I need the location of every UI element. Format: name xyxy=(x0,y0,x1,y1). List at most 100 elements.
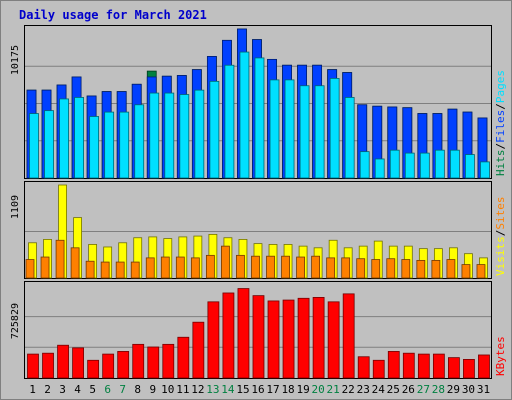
x-tick-label-day-31: 31 xyxy=(477,383,490,396)
x-tick-label-day-10: 10 xyxy=(161,383,174,396)
bar-pages-day-27 xyxy=(419,152,430,179)
bar-pages-day-15 xyxy=(239,51,250,179)
bar-sites-day-17 xyxy=(266,255,275,279)
bar-sites-day-4 xyxy=(70,247,80,279)
bar-pages-day-17 xyxy=(269,79,280,179)
bar-kbytes-day-25 xyxy=(387,351,400,379)
bar-pages-day-13 xyxy=(209,80,220,179)
bar-kbytes-day-18 xyxy=(282,299,295,379)
bar-kbytes-day-24 xyxy=(372,359,385,379)
bar-pages-day-23 xyxy=(359,151,370,179)
bar-kbytes-day-8 xyxy=(132,343,145,379)
x-tick-label-day-20: 20 xyxy=(312,383,325,396)
bar-kbytes-day-14 xyxy=(222,292,235,379)
x-tick-label-day-21: 21 xyxy=(327,383,340,396)
bar-sites-day-15 xyxy=(236,254,245,279)
bar-sites-day-22 xyxy=(341,257,351,279)
bar-pages-day-16 xyxy=(254,57,265,179)
bar-pages-day-11 xyxy=(179,94,190,179)
x-tick-label-day-11: 11 xyxy=(176,383,189,396)
legend-item-hits: Hits xyxy=(494,150,507,177)
legend-item-pages: Pages xyxy=(494,70,507,103)
bar-pages-day-6 xyxy=(104,111,115,179)
x-tick-label-day-22: 22 xyxy=(342,383,355,396)
bar-sites-day-8 xyxy=(130,261,140,279)
bar-kbytes-day-19 xyxy=(297,297,310,379)
x-tick-label-day-7: 7 xyxy=(119,383,126,396)
bar-kbytes-day-28 xyxy=(432,353,445,379)
y-axis-max-label: 1109 xyxy=(10,195,21,219)
bar-sites-day-30 xyxy=(461,264,471,279)
legend-separator: / xyxy=(494,103,507,110)
bar-sites-day-23 xyxy=(356,258,366,279)
bar-pages-day-3 xyxy=(59,98,69,179)
x-tick-label-day-3: 3 xyxy=(59,383,66,396)
bar-pages-day-20 xyxy=(314,85,325,179)
legend-separator: / xyxy=(494,230,507,237)
x-tick-label-day-5: 5 xyxy=(89,383,96,396)
bar-sites-day-5 xyxy=(85,260,95,279)
legend-item-visits: Visits xyxy=(494,236,507,276)
bar-sites-day-16 xyxy=(251,255,260,279)
bar-sites-day-11 xyxy=(175,256,185,279)
x-tick-label-day-24: 24 xyxy=(372,383,386,396)
bar-kbytes-day-7 xyxy=(117,351,130,379)
bar-sites-day-3 xyxy=(55,239,65,279)
bar-sites-day-6 xyxy=(100,261,110,279)
bar-pages-day-31 xyxy=(480,161,490,179)
x-tick-label-day-23: 23 xyxy=(357,383,370,396)
bar-pages-day-9 xyxy=(149,92,160,179)
x-tick-label-day-16: 16 xyxy=(251,383,264,396)
y-axis-max-label: 725829 xyxy=(10,303,21,339)
x-tick-label-day-6: 6 xyxy=(104,383,111,396)
bar-pages-day-1 xyxy=(29,113,39,179)
bar-kbytes-day-5 xyxy=(87,359,100,379)
chart-title: Daily usage for March 2021 xyxy=(19,8,207,22)
bar-sites-day-31 xyxy=(476,264,486,279)
bar-kbytes-day-6 xyxy=(102,353,115,379)
bar-sites-day-25 xyxy=(386,258,396,279)
bar-pages-day-14 xyxy=(224,64,235,179)
bar-kbytes-day-16 xyxy=(252,295,265,379)
bar-sites-day-18 xyxy=(281,255,290,279)
bar-kbytes-day-10 xyxy=(162,343,175,379)
bar-kbytes-day-9 xyxy=(147,346,160,379)
x-tick-label-day-2: 2 xyxy=(44,383,51,396)
bar-sites-day-12 xyxy=(190,257,200,279)
x-tick-label-day-25: 25 xyxy=(387,383,400,396)
bar-kbytes-day-4 xyxy=(72,347,84,379)
bar-sites-day-28 xyxy=(431,259,441,279)
bar-sites-day-10 xyxy=(160,256,170,279)
x-tick-label-day-9: 9 xyxy=(149,383,156,396)
bar-pages-day-21 xyxy=(329,78,340,179)
bar-pages-day-18 xyxy=(284,79,295,179)
bar-kbytes-day-21 xyxy=(327,301,340,379)
bar-kbytes-day-1 xyxy=(27,353,39,379)
legend-hits-files-pages: Hits/Files/Pages xyxy=(494,70,507,176)
legend-separator: / xyxy=(494,143,507,150)
x-tick-label-day-8: 8 xyxy=(134,383,141,396)
bar-sites-day-13 xyxy=(205,254,215,279)
bar-sites-day-14 xyxy=(221,245,230,279)
bar-pages-day-24 xyxy=(374,158,385,179)
bar-sites-day-21 xyxy=(326,257,336,279)
x-tick-label-day-18: 18 xyxy=(281,383,294,396)
bar-kbytes-day-13 xyxy=(207,301,220,379)
x-tick-label-day-30: 30 xyxy=(462,383,475,396)
x-tick-label-day-1: 1 xyxy=(29,383,36,396)
bar-kbytes-day-15 xyxy=(237,288,250,379)
bar-pages-day-22 xyxy=(344,97,355,179)
bar-kbytes-day-27 xyxy=(417,353,430,379)
bar-pages-day-2 xyxy=(44,110,54,179)
bar-kbytes-day-20 xyxy=(312,296,325,379)
bar-sites-day-1 xyxy=(25,259,35,279)
x-tick-label-day-28: 28 xyxy=(432,383,445,396)
x-tick-label-day-4: 4 xyxy=(74,383,81,396)
bar-kbytes-day-3 xyxy=(57,344,69,379)
x-tick-label-day-29: 29 xyxy=(447,383,460,396)
bar-pages-day-7 xyxy=(119,111,130,179)
x-tick-label-day-19: 19 xyxy=(296,383,309,396)
bar-pages-day-12 xyxy=(194,89,205,179)
